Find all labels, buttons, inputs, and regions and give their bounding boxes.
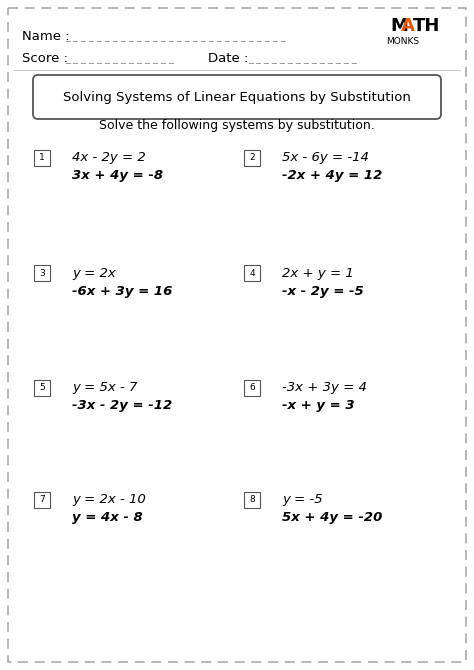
FancyBboxPatch shape xyxy=(244,380,260,396)
FancyBboxPatch shape xyxy=(244,492,260,508)
Text: Score :: Score : xyxy=(22,52,68,64)
Text: -2x + 4y = 12: -2x + 4y = 12 xyxy=(282,170,383,182)
Text: 4x - 2y = 2: 4x - 2y = 2 xyxy=(72,151,146,165)
Text: _ _ _ _ _ _ _ _ _ _ _ _ _ _ _ _ _ _ _ _ _ _ _ _ _ _ _ _: _ _ _ _ _ _ _ _ _ _ _ _ _ _ _ _ _ _ _ _ … xyxy=(65,31,289,41)
Text: 6: 6 xyxy=(249,383,255,393)
Text: y = -5: y = -5 xyxy=(282,494,323,507)
Text: Date :: Date : xyxy=(208,52,248,64)
Text: Solve the following systems by substitution.: Solve the following systems by substitut… xyxy=(99,119,375,133)
Text: _ _ _ _ _ _ _ _ _ _ _ _ _ _: _ _ _ _ _ _ _ _ _ _ _ _ _ _ xyxy=(65,53,177,63)
Text: M: M xyxy=(390,17,408,35)
Text: 5x + 4y = -20: 5x + 4y = -20 xyxy=(282,511,383,525)
Text: -x + y = 3: -x + y = 3 xyxy=(282,399,355,413)
Text: 8: 8 xyxy=(249,496,255,505)
Text: -6x + 3y = 16: -6x + 3y = 16 xyxy=(72,285,173,297)
FancyBboxPatch shape xyxy=(34,492,50,508)
Text: y = 2x - 10: y = 2x - 10 xyxy=(72,494,146,507)
Text: -x - 2y = -5: -x - 2y = -5 xyxy=(282,285,364,297)
Text: Name :: Name : xyxy=(22,29,70,42)
FancyBboxPatch shape xyxy=(33,75,441,119)
Text: y = 4x - 8: y = 4x - 8 xyxy=(72,511,143,525)
Text: 2x + y = 1: 2x + y = 1 xyxy=(282,267,354,279)
Text: Solving Systems of Linear Equations by Substitution: Solving Systems of Linear Equations by S… xyxy=(63,90,411,103)
Text: TH: TH xyxy=(413,17,440,35)
FancyBboxPatch shape xyxy=(34,380,50,396)
Text: _ _ _ _ _ _ _ _ _ _ _ _ _ _: _ _ _ _ _ _ _ _ _ _ _ _ _ _ xyxy=(248,53,360,63)
Text: 5: 5 xyxy=(39,383,45,393)
Text: 5x - 6y = -14: 5x - 6y = -14 xyxy=(282,151,369,165)
Text: A: A xyxy=(401,17,415,35)
FancyBboxPatch shape xyxy=(244,150,260,166)
Text: y = 5x - 7: y = 5x - 7 xyxy=(72,381,137,395)
Text: MONKS: MONKS xyxy=(386,36,419,46)
Text: 3: 3 xyxy=(39,269,45,277)
Text: -3x + 3y = 4: -3x + 3y = 4 xyxy=(282,381,367,395)
Text: 7: 7 xyxy=(39,496,45,505)
Text: -3x - 2y = -12: -3x - 2y = -12 xyxy=(72,399,172,413)
Text: 1: 1 xyxy=(39,153,45,163)
FancyBboxPatch shape xyxy=(34,265,50,281)
FancyBboxPatch shape xyxy=(34,150,50,166)
Text: y = 2x: y = 2x xyxy=(72,267,116,279)
FancyBboxPatch shape xyxy=(244,265,260,281)
Text: 4: 4 xyxy=(249,269,255,277)
Text: 2: 2 xyxy=(249,153,255,163)
Text: 3x + 4y = -8: 3x + 4y = -8 xyxy=(72,170,163,182)
